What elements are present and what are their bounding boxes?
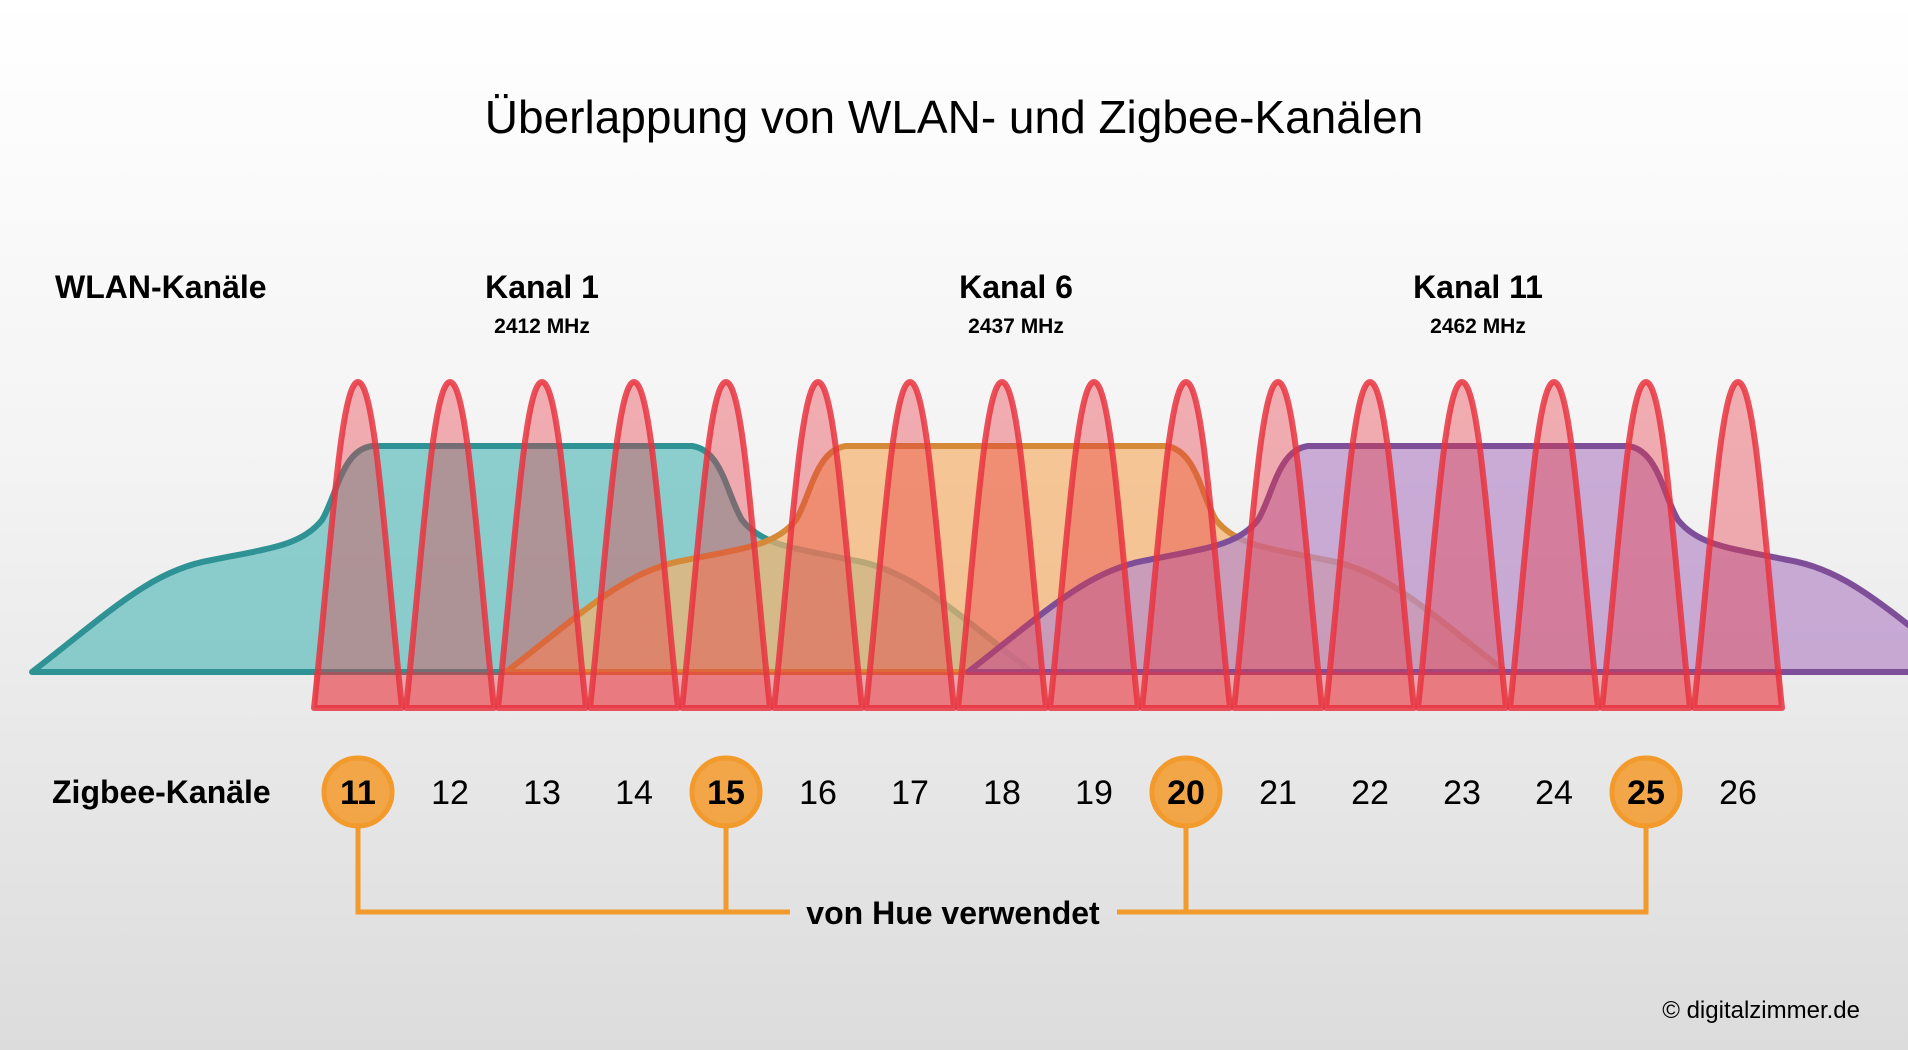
zigbee-peak [955,379,1049,711]
zigbee-channel-number: 25 [1627,774,1665,812]
hue-channel-highlight [321,755,395,829]
zigbee-peak [679,379,773,711]
hue-channel-highlight [1609,755,1683,829]
diagram-title: Überlappung von WLAN- und Zigbee-Kanälen [485,91,1423,143]
zigbee-peak [587,379,681,711]
zigbee-channel-number: 15 [707,774,745,812]
zigbee-channel-number: 14 [615,774,653,812]
wlan-channel-frequency: 2462 MHz [1430,315,1526,338]
hue-channel-highlight [689,755,763,829]
zigbee-channel-number: 12 [431,774,469,812]
zigbee-channel-number: 26 [1719,774,1757,812]
wlan-section-label: WLAN-Kanäle [55,269,267,305]
zigbee-peak [311,379,405,711]
zigbee-peak [495,379,589,711]
zigbee-channel-number: 20 [1167,774,1205,812]
zigbee-peak [863,379,957,711]
wlan-channel-name: Kanal 1 [485,269,599,305]
wlan-channel-frequency: 2412 MHz [494,315,590,338]
zigbee-peak [1415,379,1509,711]
zigbee-channel-peaks [311,379,1785,711]
zigbee-peak [1691,379,1785,711]
zigbee-channel-number: 22 [1351,774,1389,812]
zigbee-channel-number: 18 [983,774,1021,812]
zigbee-peak [771,379,865,711]
zigbee-channel-number: 13 [523,774,561,812]
zigbee-channel-number: 24 [1535,774,1573,812]
zigbee-peak [1231,379,1325,711]
zigbee-channel-number: 21 [1259,774,1297,812]
hue-connector-right [1117,827,1649,915]
hue-used-label: von Hue verwendet [806,895,1100,931]
wlan-channel-name: Kanal 11 [1413,269,1543,305]
copyright-credit: © digitalzimmer.de [1662,997,1860,1024]
hue-connector-left [355,827,790,915]
zigbee-peak [1323,379,1417,711]
wlan-channel-name: Kanal 6 [959,269,1073,305]
zigbee-channel-number: 11 [340,774,376,812]
hue-channel-highlight [1149,755,1223,829]
zigbee-band-base [314,672,1782,708]
zigbee-channel-numbers: 11 12 13 14 15 16 17 18 19 20 21 22 23 24 25 26 [321,755,1757,829]
zigbee-peak [1599,379,1693,711]
zigbee-section-label: Zigbee-Kanäle [52,774,271,810]
zigbee-peak [403,379,497,711]
hue-connector-lines [355,827,1649,915]
zigbee-channel-number: 16 [799,774,837,812]
zigbee-channel-number: 17 [891,774,929,812]
zigbee-peak [1139,379,1233,711]
zigbee-peak [1047,379,1141,711]
wlan-channel-frequency: 2437 MHz [968,315,1064,338]
zigbee-channel-number: 23 [1443,774,1481,812]
zigbee-channel-number: 19 [1075,774,1113,812]
zigbee-peak [1507,379,1601,711]
wlan-channel-labels: Kanal 1 2412 MHz Kanal 6 2437 MHz Kanal 11 24… [485,269,1543,338]
